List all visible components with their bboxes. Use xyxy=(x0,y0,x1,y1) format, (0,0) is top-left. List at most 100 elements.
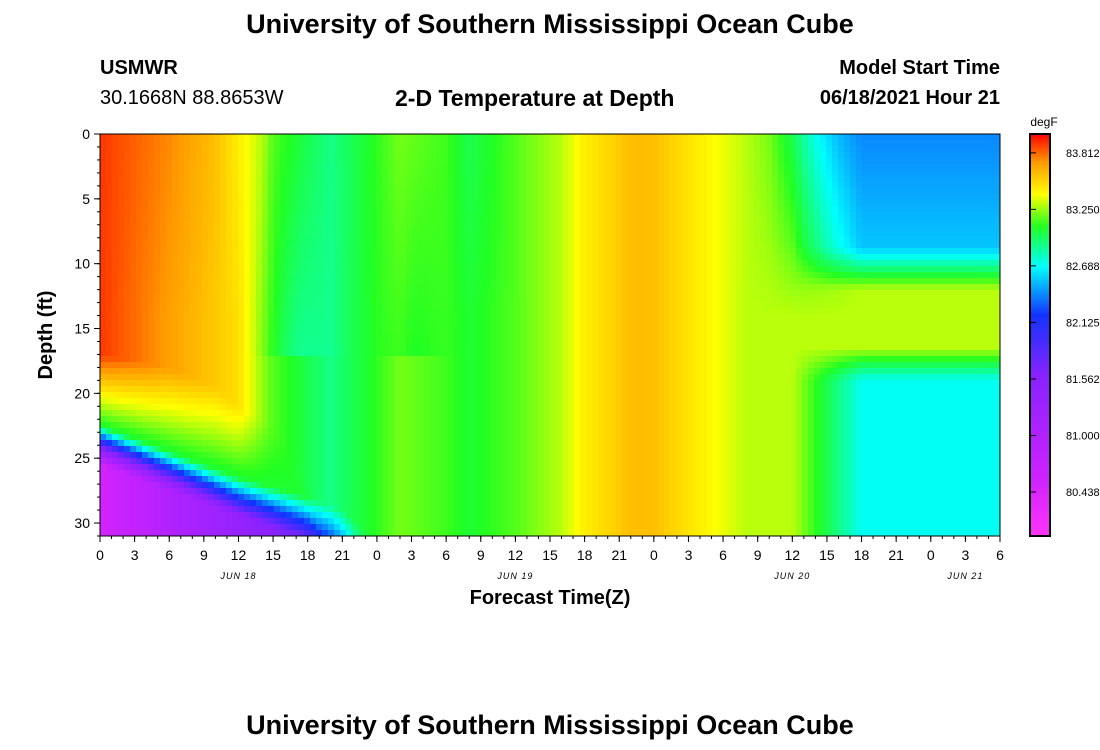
heatmap-cell xyxy=(406,422,413,429)
heatmap-cell xyxy=(478,362,485,369)
heatmap-cell xyxy=(202,146,209,153)
heatmap-cell xyxy=(130,368,137,375)
heatmap-cell xyxy=(370,452,377,459)
heatmap-cell xyxy=(124,524,131,531)
heatmap-cell xyxy=(352,398,359,405)
heatmap-cell xyxy=(358,356,365,363)
heatmap-cell xyxy=(352,140,359,147)
heatmap-cell xyxy=(124,512,131,519)
heatmap-cell xyxy=(388,320,395,327)
heatmap-cell xyxy=(100,152,107,159)
heatmap-cell xyxy=(520,482,527,489)
heatmap-cell xyxy=(286,458,293,465)
heatmap-cell xyxy=(274,518,281,525)
heatmap-cell xyxy=(160,314,167,321)
heatmap-cell xyxy=(442,326,449,333)
heatmap-cell xyxy=(340,188,347,195)
heatmap-cell xyxy=(364,446,371,453)
heatmap-cell xyxy=(514,332,521,339)
heatmap-cell xyxy=(388,200,395,207)
heatmap-cell xyxy=(490,404,497,411)
heatmap-cell xyxy=(214,356,221,363)
heatmap-cell xyxy=(142,272,149,279)
heatmap-cell xyxy=(142,212,149,219)
heatmap-cell xyxy=(430,506,437,513)
heatmap-cell xyxy=(532,254,539,261)
heatmap-cell xyxy=(526,428,533,435)
heatmap-cell xyxy=(136,200,143,207)
heatmap-cell xyxy=(520,272,527,279)
heatmap-cell xyxy=(502,434,509,441)
heatmap-cell xyxy=(418,260,425,267)
heatmap-cell xyxy=(238,284,245,291)
heatmap-cell xyxy=(484,212,491,219)
heatmap-cell xyxy=(358,458,365,465)
heatmap-cell xyxy=(274,512,281,519)
heatmap-cell xyxy=(202,476,209,483)
heatmap-cell xyxy=(340,386,347,393)
heatmap-cell xyxy=(244,290,251,297)
heatmap-cell xyxy=(208,284,215,291)
heatmap-cell xyxy=(484,494,491,501)
heatmap-cell xyxy=(538,512,545,519)
heatmap-cell xyxy=(148,404,155,411)
heatmap-cell xyxy=(394,410,401,417)
heatmap-cell xyxy=(400,320,407,327)
heatmap-cell xyxy=(478,404,485,411)
heatmap-cell xyxy=(514,488,521,495)
heatmap-cell xyxy=(346,368,353,375)
heatmap-cell xyxy=(346,500,353,507)
heatmap-cell xyxy=(112,404,119,411)
heatmap-cell xyxy=(502,344,509,351)
heatmap-cell xyxy=(382,518,389,525)
heatmap-cell xyxy=(352,464,359,471)
heatmap-cell xyxy=(400,290,407,297)
heatmap-cell xyxy=(496,410,503,417)
heatmap-cell xyxy=(202,422,209,429)
heatmap-cell xyxy=(232,152,239,159)
heatmap-cell xyxy=(418,530,425,537)
heatmap-cell xyxy=(232,506,239,513)
heatmap-cell xyxy=(280,200,287,207)
heatmap-cell xyxy=(196,140,203,147)
heatmap-cell xyxy=(388,380,395,387)
heatmap-cell xyxy=(250,386,257,393)
heatmap-cell xyxy=(184,488,191,495)
heatmap-cell xyxy=(430,362,437,369)
heatmap-cell xyxy=(130,260,137,267)
heatmap-cell xyxy=(316,356,323,363)
heatmap-cell xyxy=(238,362,245,369)
heatmap-cell xyxy=(310,146,317,153)
heatmap-cell xyxy=(118,470,125,477)
heatmap-cell xyxy=(370,290,377,297)
heatmap-cell xyxy=(538,356,545,363)
heatmap-cell xyxy=(544,296,551,303)
heatmap-cell xyxy=(322,500,329,507)
heatmap-cell xyxy=(454,494,461,501)
heatmap-cell xyxy=(154,278,161,285)
heatmap-cell xyxy=(202,434,209,441)
heatmap-cell xyxy=(166,242,173,249)
heatmap-cell xyxy=(256,350,263,357)
heatmap-cell xyxy=(286,146,293,153)
heatmap-cell xyxy=(154,326,161,333)
heatmap-cell xyxy=(130,392,137,399)
heatmap-cell xyxy=(466,230,473,237)
heatmap-cell xyxy=(100,242,107,249)
heatmap-cell xyxy=(322,362,329,369)
heatmap-cell xyxy=(544,320,551,327)
heatmap-cell xyxy=(232,290,239,297)
heatmap-cell xyxy=(268,368,275,375)
heatmap-cell xyxy=(472,512,479,519)
heatmap-cell xyxy=(136,350,143,357)
heatmap-cell xyxy=(532,308,539,315)
heatmap-cell xyxy=(400,188,407,195)
heatmap-cell xyxy=(262,500,269,507)
heatmap-cell xyxy=(352,404,359,411)
heatmap-cell xyxy=(502,206,509,213)
heatmap-cell xyxy=(340,230,347,237)
heatmap-cell xyxy=(472,146,479,153)
heatmap-cell xyxy=(142,392,149,399)
heatmap-cell xyxy=(394,224,401,231)
heatmap-cell xyxy=(244,356,251,363)
